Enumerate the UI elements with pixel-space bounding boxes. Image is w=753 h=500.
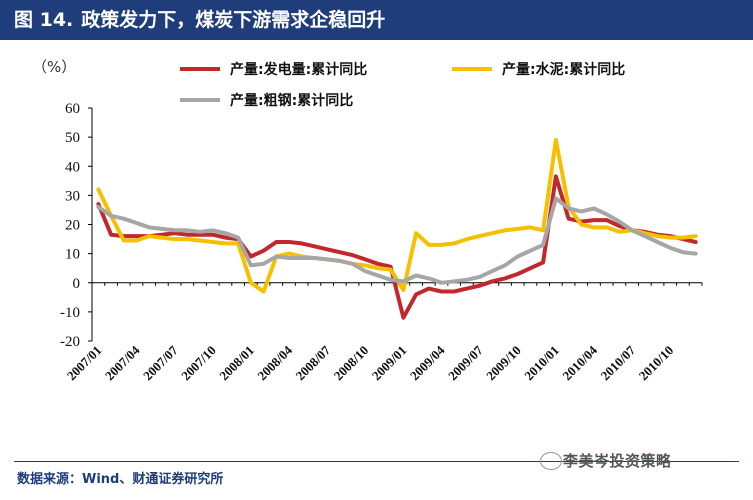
legend-label-3: 产量:粗钢:累计同比	[230, 92, 353, 109]
series-lines	[96, 138, 698, 320]
footer-divider	[14, 461, 739, 462]
series-line-1	[96, 174, 698, 320]
wechat-icon	[540, 452, 562, 470]
x-tick-label: 2009/04	[407, 342, 448, 383]
y-tick-label: 40	[65, 159, 80, 175]
x-tick-label: 2009/10	[483, 343, 524, 384]
legend-label-2: 产量:水泥:累计同比	[502, 61, 625, 78]
y-tick-label: 20	[65, 218, 80, 234]
figure-label: 图 14.	[14, 9, 74, 31]
x-tick-label: 2010/01	[521, 343, 562, 384]
x-tick-label: 2008/07	[292, 342, 333, 383]
figure-title: 政策发力下，煤炭下游需求企稳回升	[81, 9, 386, 31]
axes: -20-1001020304050602007/012007/042007/07…	[60, 101, 703, 384]
x-tick-label: 2008/04	[254, 342, 295, 383]
x-tick-label: 2008/10	[331, 343, 372, 384]
y-tick-label: 60	[65, 101, 80, 117]
legend-label-1: 产量:发电量:累计同比	[230, 61, 367, 78]
x-tick-label: 2010/04	[559, 342, 600, 383]
x-tick-label: 2007/07	[140, 342, 181, 383]
x-tick-label: 2007/04	[102, 342, 143, 383]
x-tick-label: 2009/07	[445, 342, 486, 383]
x-tick-label: 2010/07	[597, 342, 638, 383]
watermark-text: 李美岑投资策略	[563, 452, 672, 470]
x-tick-label: 2010/10	[636, 343, 677, 384]
y-tick-label: 0	[73, 276, 81, 292]
x-tick-label: 2007/10	[178, 343, 219, 384]
y-tick-label: -20	[60, 334, 80, 350]
x-tick-label: 2009/01	[369, 343, 410, 384]
y-tick-label: 30	[65, 188, 80, 204]
x-tick-label: 2008/01	[216, 343, 257, 384]
series-line-3	[96, 196, 698, 285]
y-tick-label: -10	[60, 305, 80, 321]
source-note: 数据来源：Wind、财通证券研究所	[17, 472, 224, 487]
y-tick-label: 50	[65, 130, 80, 146]
y-tick-label: 10	[65, 247, 80, 263]
figure-title-bar: 图 14. 政策发力下，煤炭下游需求企稳回升	[0, 0, 753, 40]
y-unit-label: （%）	[32, 58, 76, 76]
